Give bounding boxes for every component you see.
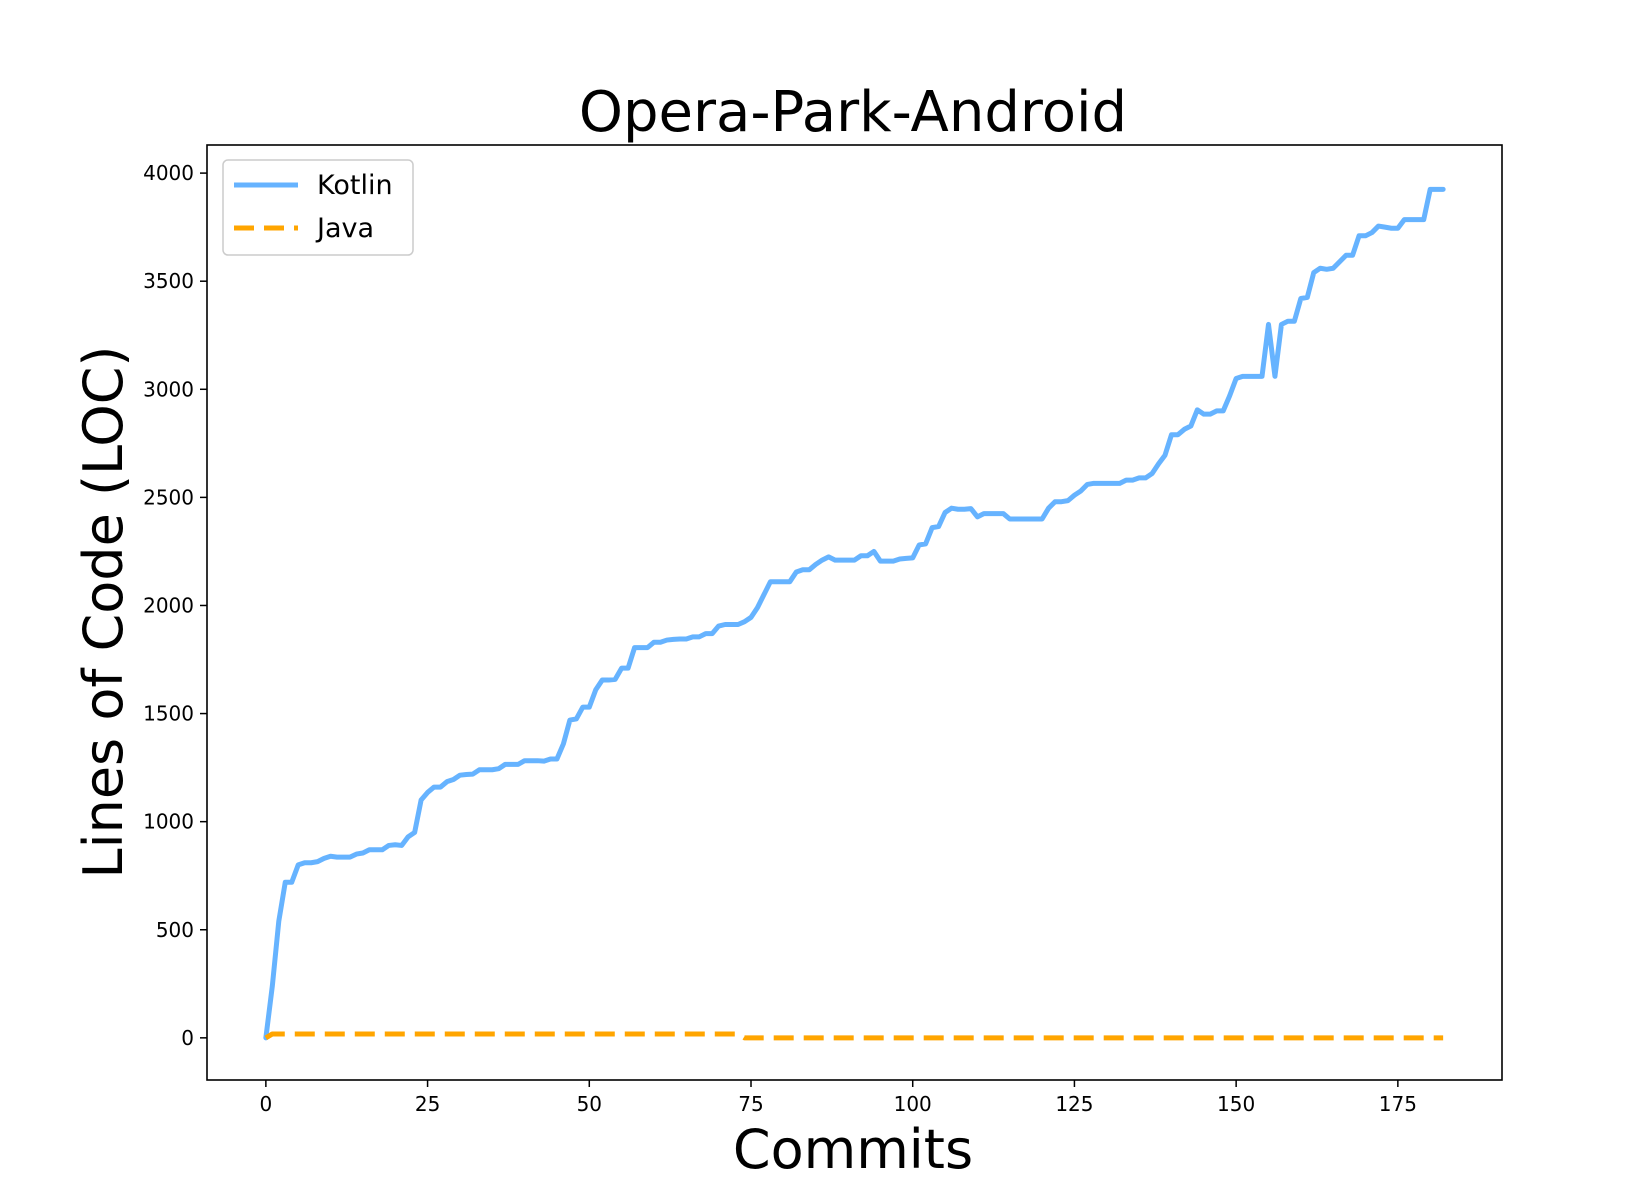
y-tick-label: 2000 [143,593,194,617]
x-tick-label: 150 [1217,1092,1255,1116]
legend: Kotlin Java [222,159,414,256]
x-tick-label: 175 [1379,1092,1417,1116]
y-tick-label: 1000 [143,810,194,834]
y-tick-label: 4000 [143,161,194,185]
x-axis-label: Commits [733,1118,973,1181]
y-tick-label: 3000 [143,377,194,401]
x-tick-label: 25 [415,1092,440,1116]
y-tick-label: 2500 [143,485,194,509]
x-tick-label: 125 [1055,1092,1093,1116]
y-tick-label: 3500 [143,269,194,293]
y-axis-label: Lines of Code (LOC) [72,346,135,879]
x-tick-label: 50 [577,1092,602,1116]
x-tick-label: 0 [259,1092,272,1116]
legend-label-java: Java [315,213,374,244]
x-axis-ticks: 0 25 50 75 100 125 150 175 [259,1080,1417,1116]
x-tick-label: 75 [738,1092,763,1116]
y-axis-ticks: 0 500 1000 1500 2000 2500 3000 3500 4000 [143,161,207,1050]
y-tick-label: 0 [181,1026,194,1050]
legend-label-kotlin: Kotlin [317,170,393,201]
plot-area [207,145,1502,1080]
chart-title: Opera-Park-Android [579,80,1127,145]
y-tick-label: 1500 [143,702,194,726]
y-tick-label: 500 [156,918,194,942]
x-tick-label: 100 [894,1092,932,1116]
series-layer [263,186,1446,1041]
series-line-java [264,1031,1444,1041]
plot-background [207,145,1502,1080]
series-line-kotlin [263,186,1446,1041]
plot-frame [206,144,1503,1081]
